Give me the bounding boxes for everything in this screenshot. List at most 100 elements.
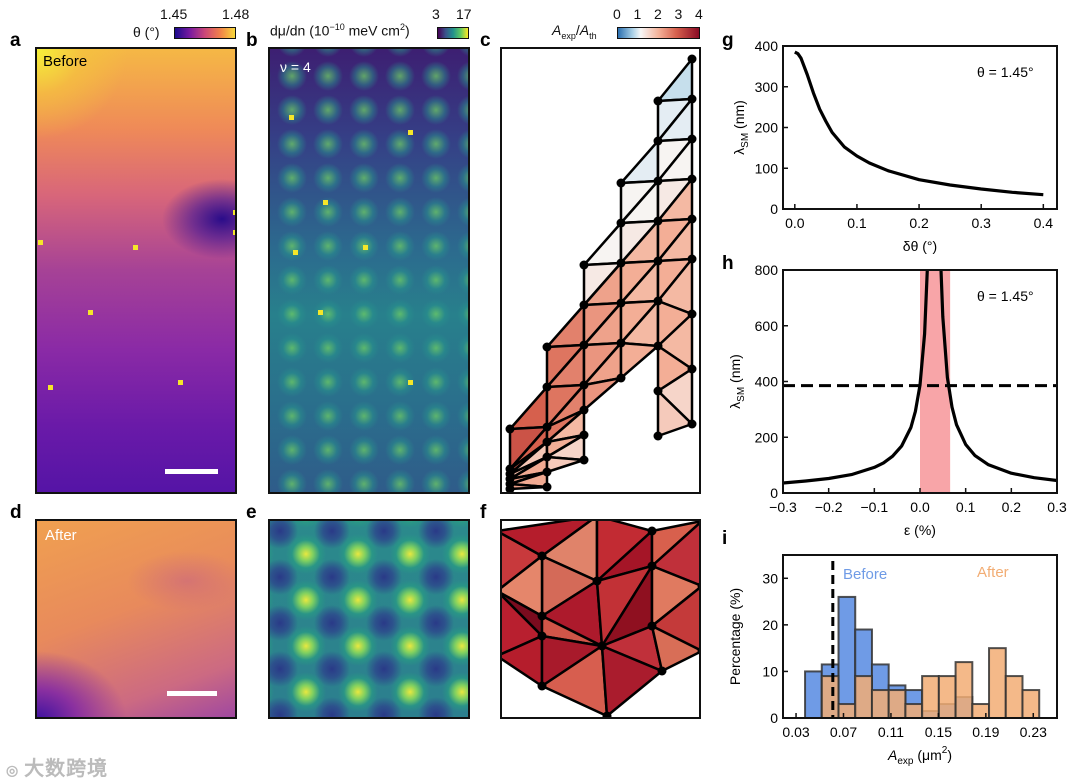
compressibility-map-after xyxy=(268,519,470,719)
y-tick-label: 400 xyxy=(755,374,779,390)
mesh-triangle xyxy=(619,341,660,380)
mesh-node xyxy=(687,174,697,184)
mesh-node xyxy=(505,484,515,492)
mesh-node xyxy=(505,424,515,434)
mesh-node xyxy=(579,405,589,415)
panel-label-i: i xyxy=(722,528,728,549)
y-tick-label: 600 xyxy=(755,318,779,334)
cb-c-slash: / xyxy=(575,22,580,38)
compressibility-map: ν = 4 xyxy=(268,47,470,494)
ylabel-lambda: λ xyxy=(731,148,747,155)
marker xyxy=(133,245,138,250)
annotation-theta: θ = 1.45° xyxy=(977,64,1034,80)
colorbar-a-max: 1.48 xyxy=(222,6,250,22)
marker xyxy=(408,380,413,385)
y-tick-label: 30 xyxy=(762,570,778,586)
mesh-node xyxy=(687,214,697,224)
x-tick-label: 0.23 xyxy=(1020,724,1047,740)
mesh-node xyxy=(579,260,589,270)
panel-label-h: h xyxy=(722,253,734,274)
colorbar-a-label: θ (°) xyxy=(133,24,160,40)
colorbar-b-min: 3 xyxy=(432,6,440,22)
marker xyxy=(318,310,323,315)
xlabel-a: A xyxy=(887,747,897,763)
y-tick-label: 0 xyxy=(770,201,778,217)
mesh-triangle xyxy=(650,624,699,673)
mesh-node xyxy=(687,309,697,319)
mesh-node xyxy=(657,666,667,676)
y-tick-label: 200 xyxy=(755,429,779,445)
mesh-node xyxy=(537,631,547,641)
mesh-node xyxy=(537,611,547,621)
mesh-node xyxy=(616,178,626,188)
x-axis-label: ε (%) xyxy=(904,522,936,538)
colorbar-c-tick: 1 xyxy=(633,6,642,22)
ylabel-lambda: λ xyxy=(727,402,743,409)
mesh-node xyxy=(616,258,626,268)
x-tick-label: 0.3 xyxy=(971,215,991,231)
watermark-text: 大数跨境 xyxy=(24,758,109,780)
bar-after xyxy=(988,647,1007,718)
curve xyxy=(783,270,929,485)
chart-h: θ = 1.45° −0.3 −0.2 −0.1 0.0 0.1 0.2 0.3 0 200 400… xyxy=(727,262,1067,538)
mesh-node xyxy=(687,254,697,264)
colorbar-c xyxy=(617,27,700,39)
x-tick-label: 0.0 xyxy=(910,499,930,515)
mesh-node xyxy=(653,216,663,226)
mesh-node xyxy=(647,561,657,571)
legend-before: Before xyxy=(843,566,887,583)
cb-b-exp2: 2 xyxy=(399,22,405,32)
bar-after xyxy=(937,675,957,718)
x-tick-label: 0.15 xyxy=(925,724,952,740)
mesh-node xyxy=(653,431,663,441)
triangular-mesh-after xyxy=(502,521,699,717)
marker xyxy=(233,230,235,235)
y-tick-label: 400 xyxy=(755,38,779,54)
marker xyxy=(293,250,298,255)
before-label: Before xyxy=(43,53,88,70)
y-tick-label: 200 xyxy=(755,120,779,136)
marker xyxy=(38,240,43,245)
mesh-node xyxy=(542,382,552,392)
panel-label-a: a xyxy=(10,30,21,51)
mesh-node xyxy=(542,482,552,492)
mesh-node xyxy=(616,373,626,383)
colorbar-a xyxy=(174,27,236,39)
colorbar-c-tick: 0 xyxy=(613,6,621,22)
marker xyxy=(88,310,93,315)
mesh-node xyxy=(597,641,607,651)
x-tick-label: 0.1 xyxy=(956,499,976,515)
panel-label-e: e xyxy=(246,502,257,523)
mesh-node xyxy=(616,298,626,308)
x-tick-label: −0.2 xyxy=(815,499,843,515)
x-tick-label: −0.3 xyxy=(769,499,797,515)
mesh-triangle xyxy=(545,455,586,474)
filling-label: ν = 4 xyxy=(280,59,311,75)
bar-after xyxy=(870,689,890,718)
x-tick-label: 0.0 xyxy=(785,215,805,231)
panel-label-f: f xyxy=(480,502,487,523)
triangular-mesh-before xyxy=(505,54,697,492)
y-tick-label: 300 xyxy=(755,79,779,95)
cb-b-close: ) xyxy=(404,22,410,39)
ylabel-unit: (nm) xyxy=(731,100,747,133)
marker xyxy=(363,245,368,250)
mesh-triangle xyxy=(600,644,664,717)
y-tick-label: 20 xyxy=(762,617,778,633)
y-axis-label: λSM (nm) xyxy=(731,100,751,155)
marker xyxy=(48,385,53,390)
x-tick-label: 0.3 xyxy=(1047,499,1067,515)
scale-bar xyxy=(167,691,217,696)
xlabel-sup: 2 xyxy=(942,745,948,756)
x-tick-label: 0.2 xyxy=(909,215,929,231)
x-tick-label: 0.07 xyxy=(830,724,857,740)
y-tick-label: 100 xyxy=(755,160,779,176)
colorbar-b-label: dμ/dn (10−10 meV cm2) xyxy=(270,22,410,39)
bar-after xyxy=(904,703,924,718)
bar-after xyxy=(921,675,940,718)
mesh-node xyxy=(592,576,602,586)
mesh-panel-c xyxy=(500,47,701,494)
marker xyxy=(289,115,294,120)
mesh-node xyxy=(542,342,552,352)
